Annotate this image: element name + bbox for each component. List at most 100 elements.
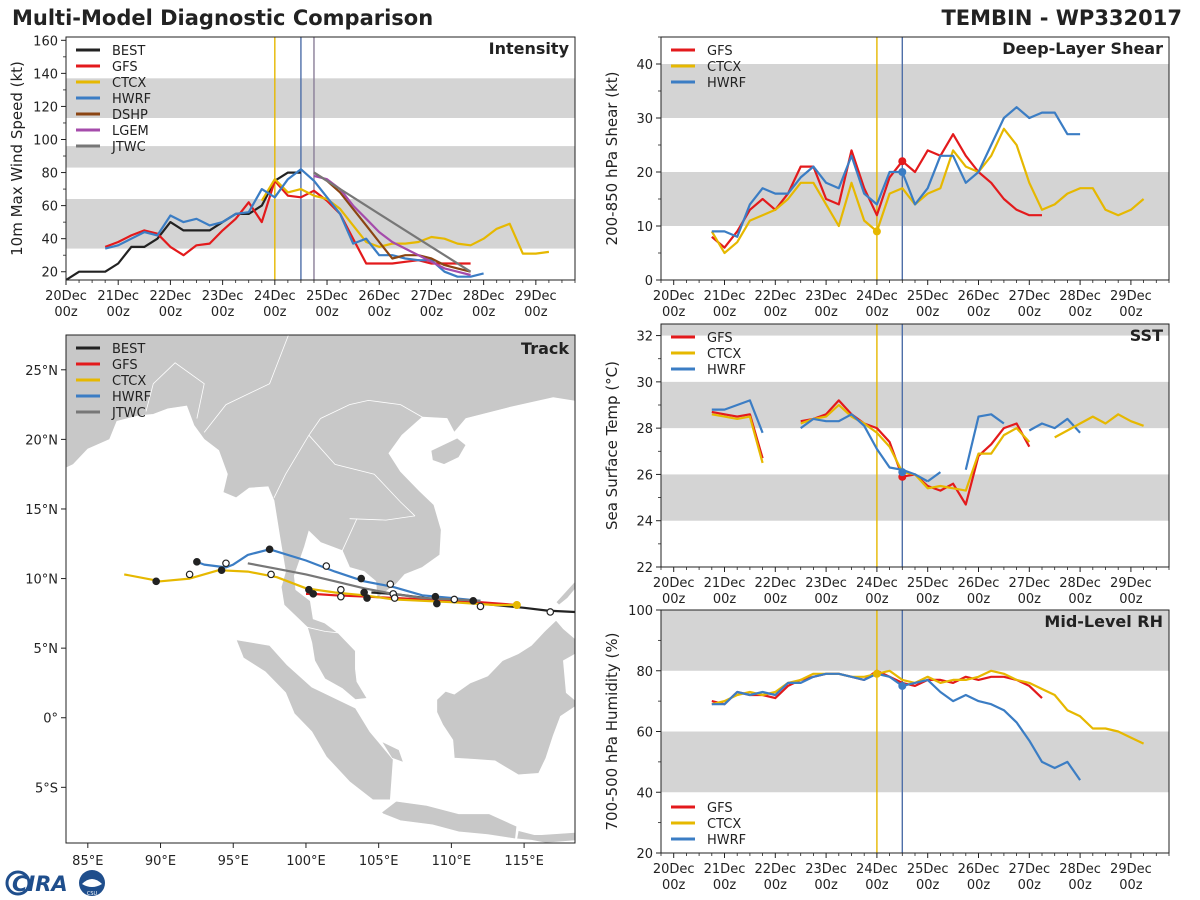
- lat-tick-label: 5°N: [34, 642, 59, 657]
- country-border: [308, 434, 416, 517]
- x-tick-label: 00z: [315, 305, 339, 320]
- logo-sub-text: CSU: [87, 891, 98, 897]
- lat-tick-label: 20°N: [25, 433, 58, 448]
- x-tick-label: 23Dec: [805, 576, 847, 591]
- y-tick-label: 20: [41, 266, 58, 281]
- y-tick-label: 22: [636, 561, 653, 576]
- x-tick-label: 26Dec: [958, 576, 1000, 591]
- x-tick-label: 22Dec: [754, 576, 796, 591]
- x-tick-label: 00z: [814, 878, 838, 893]
- track-line-jtwc: [247, 562, 481, 602]
- x-tick-label: 25Dec: [907, 576, 949, 591]
- x-tick-label: 00z: [1119, 878, 1143, 893]
- legend-label: HWRF: [707, 363, 746, 378]
- y-tick-label: 40: [636, 58, 653, 73]
- main-title: Multi-Model Diagnostic Comparison: [12, 6, 434, 30]
- series-line-hwrf: [711, 106, 1081, 238]
- x-tick-label: 24Dec: [254, 289, 296, 304]
- x-tick-label: 26Dec: [958, 289, 1000, 304]
- x-tick-label: 00z: [107, 305, 131, 320]
- x-tick-label: 25Dec: [907, 289, 949, 304]
- panel-rh: 20Dec00z21Dec00z22Dec00z23Dec00z24Dec00z…: [603, 604, 1170, 893]
- x-tick-label: 21Dec: [704, 576, 746, 591]
- series-line-ctcx: [1054, 413, 1144, 439]
- x-tick-label: 00z: [472, 305, 496, 320]
- x-tick-label: 28Dec: [1059, 862, 1101, 877]
- y-tick-label: 20: [636, 847, 653, 862]
- country-border: [203, 335, 289, 433]
- land-palawan: [555, 580, 575, 606]
- x-tick-label: 00z: [967, 878, 991, 893]
- legend-label: GFS: [112, 60, 138, 75]
- panel-title: Intensity: [489, 39, 570, 58]
- band: [661, 474, 1169, 521]
- legend-label: DSHP: [112, 108, 148, 123]
- track-line-ctcx: [123, 569, 517, 607]
- storm-id-title: TEMBIN - WP332017: [941, 6, 1182, 30]
- y-tick-label: 60: [636, 726, 653, 741]
- panel-title: Mid-Level RH: [1044, 612, 1163, 631]
- y-tick-label: 10: [636, 220, 653, 235]
- y-tick-label: 160: [33, 34, 58, 49]
- x-tick-label: 27Dec: [411, 289, 453, 304]
- marker-gfs: [898, 157, 907, 166]
- x-tick-label: 00z: [211, 305, 235, 320]
- x-tick-label: 26Dec: [958, 862, 1000, 877]
- lon-tick-label: 115°E: [504, 854, 544, 869]
- lon-tick-label: 85°E: [72, 854, 103, 869]
- y-tick-label: 0: [645, 274, 653, 289]
- x-tick-label: 20Dec: [45, 289, 87, 304]
- land-java: [381, 800, 518, 840]
- band: [661, 64, 1169, 118]
- y-tick-label: 80: [636, 665, 653, 680]
- map-layer: [66, 335, 672, 843]
- series-line-ctcx: [711, 413, 764, 464]
- y-axis-label: 700-500 hPa Humidity (%): [603, 632, 621, 830]
- x-tick-label: 00z: [916, 305, 940, 320]
- y-tick-label: 120: [33, 100, 58, 115]
- country-border: [307, 626, 339, 634]
- x-tick-label: 29Dec: [1110, 862, 1152, 877]
- country-border: [320, 399, 423, 419]
- track-position-marker: [337, 592, 345, 601]
- track-position-marker: [546, 608, 555, 616]
- x-tick-label: 00z: [1018, 592, 1042, 607]
- axes-frame: [65, 334, 576, 844]
- land-mindoro: [601, 530, 618, 548]
- track-position-marker: [185, 570, 194, 579]
- x-tick-label: 22Dec: [150, 289, 192, 304]
- x-tick-label: 27Dec: [1008, 862, 1050, 877]
- track-position-marker: [337, 585, 345, 594]
- land-sulawesi: [579, 697, 672, 794]
- y-tick-label: 40: [636, 786, 653, 801]
- panel-title: Deep-Layer Shear: [1002, 39, 1163, 58]
- y-tick-label: 30: [636, 112, 653, 127]
- legend-label: JTWC: [111, 140, 146, 155]
- legend-label: GFS: [707, 801, 733, 816]
- series-line-hwrf: [104, 168, 484, 278]
- x-tick-label: 00z: [764, 305, 788, 320]
- x-tick-label: 00z: [420, 305, 444, 320]
- marker-ctcx: [872, 227, 881, 236]
- panel-title: SST: [1130, 326, 1163, 345]
- x-tick-label: 00z: [54, 305, 78, 320]
- x-tick-label: 29Dec: [515, 289, 557, 304]
- series-line-hwrf: [711, 399, 764, 434]
- y-tick-label: 24: [636, 515, 653, 530]
- y-tick-label: 140: [33, 67, 58, 82]
- x-tick-label: 25Dec: [907, 862, 949, 877]
- series-line-hwrf: [800, 413, 929, 483]
- y-tick-label: 40: [41, 233, 58, 248]
- panel-sst: 20Dec00z21Dec00z22Dec00z23Dec00z24Dec00z…: [603, 323, 1170, 607]
- track-position-marker: [386, 580, 395, 588]
- lat-tick-label: 25°N: [25, 364, 58, 379]
- track-position-marker: [193, 558, 201, 566]
- y-tick-label: 20: [636, 166, 653, 181]
- x-tick-label: 24Dec: [856, 289, 898, 304]
- country-border: [349, 515, 416, 521]
- x-tick-label: 00z: [662, 878, 686, 893]
- series-line-dshp: [313, 171, 471, 273]
- legend-label: HWRF: [707, 76, 746, 91]
- track-position-marker: [222, 559, 230, 568]
